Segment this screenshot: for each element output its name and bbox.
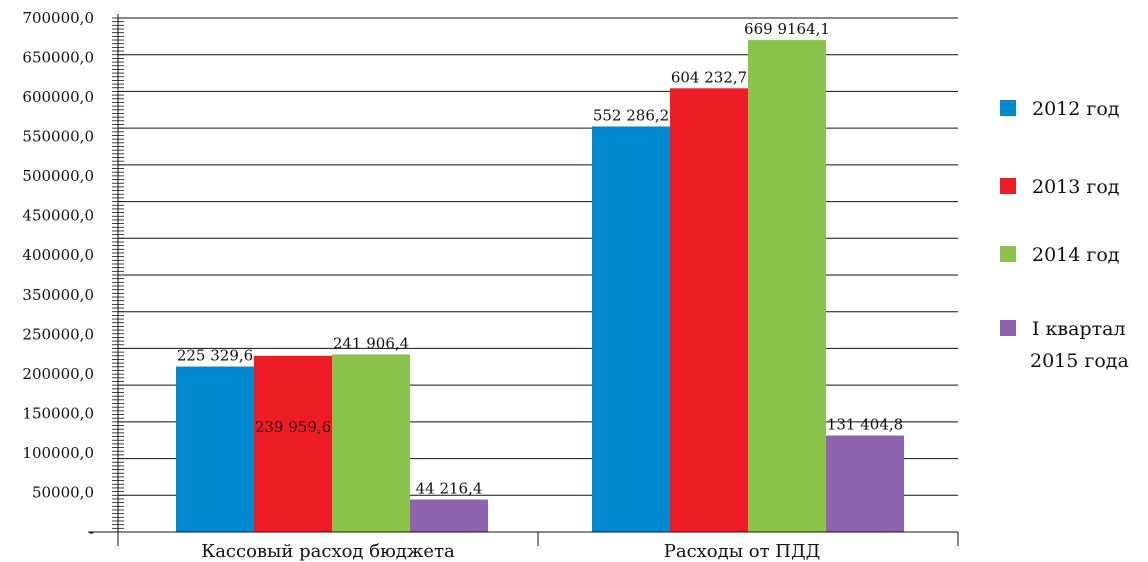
data-labels: 225 329,6 552 286,2 239 959,6 604 232,7 241 … (177, 20, 903, 497)
bar (254, 355, 332, 532)
data-label: 239 959,6 (255, 418, 331, 436)
y-tick-label: 350000,0 (22, 286, 94, 304)
legend-swatch (1000, 178, 1016, 194)
legend-swatch (1000, 100, 1016, 116)
y-tick-label: 450000,0 (22, 207, 94, 225)
y-tick-label: 200000,0 (22, 365, 94, 383)
y-tick-label: 700000,0 (22, 9, 94, 27)
data-label: 131 404,8 (827, 416, 903, 434)
bar (670, 88, 748, 532)
x-axis-categories: Кассовый расход бюджета Расходы от ПДД (201, 541, 820, 562)
legend-label: I квартал (1032, 318, 1126, 340)
legend-label: 2012 год (1032, 98, 1120, 120)
x-category-label: Кассовый расход бюджета (201, 541, 455, 562)
data-label: 44 216,4 (416, 480, 483, 498)
axes (88, 14, 959, 546)
y-tick-label: 650000,0 (22, 49, 94, 67)
data-label: 669 9164,1 (744, 20, 830, 38)
legend-label: 2014 год (1032, 244, 1120, 266)
legend-label: 2015 года (1030, 350, 1129, 372)
data-label: 225 329,6 (177, 347, 253, 365)
y-tick-label: 100000,0 (22, 444, 94, 462)
legend: 2012 год 2013 год 2014 год I квартал 2015 го… (1000, 98, 1129, 372)
bar (592, 126, 670, 532)
y-tick-label: 250000,0 (22, 325, 94, 343)
x-category-label: Расходы от ПДД (664, 541, 821, 562)
y-axis-ticks: - 50000,0 100000,0 150000,0 200000,0 250000,0… (22, 9, 94, 541)
legend-swatch (1000, 320, 1016, 336)
bar (176, 366, 254, 532)
y-tick-label: 600000,0 (22, 88, 94, 106)
y-tick-label: 50000,0 (32, 483, 94, 501)
bar (826, 435, 904, 532)
bar (332, 354, 410, 532)
y-tick-label: 150000,0 (22, 404, 94, 422)
bar (748, 40, 826, 532)
data-label: 604 232,7 (671, 68, 747, 86)
legend-swatch (1000, 246, 1016, 262)
data-label: 552 286,2 (593, 106, 669, 124)
y-tick-label: 550000,0 (22, 128, 94, 146)
data-label: 241 906,4 (333, 334, 409, 352)
y-tick-label: 400000,0 (22, 246, 94, 264)
legend-label: 2013 год (1032, 176, 1120, 198)
y-tick-label: 500000,0 (22, 167, 94, 185)
bars (176, 40, 904, 532)
y-tick-label: - (89, 523, 94, 541)
bar (410, 499, 488, 532)
